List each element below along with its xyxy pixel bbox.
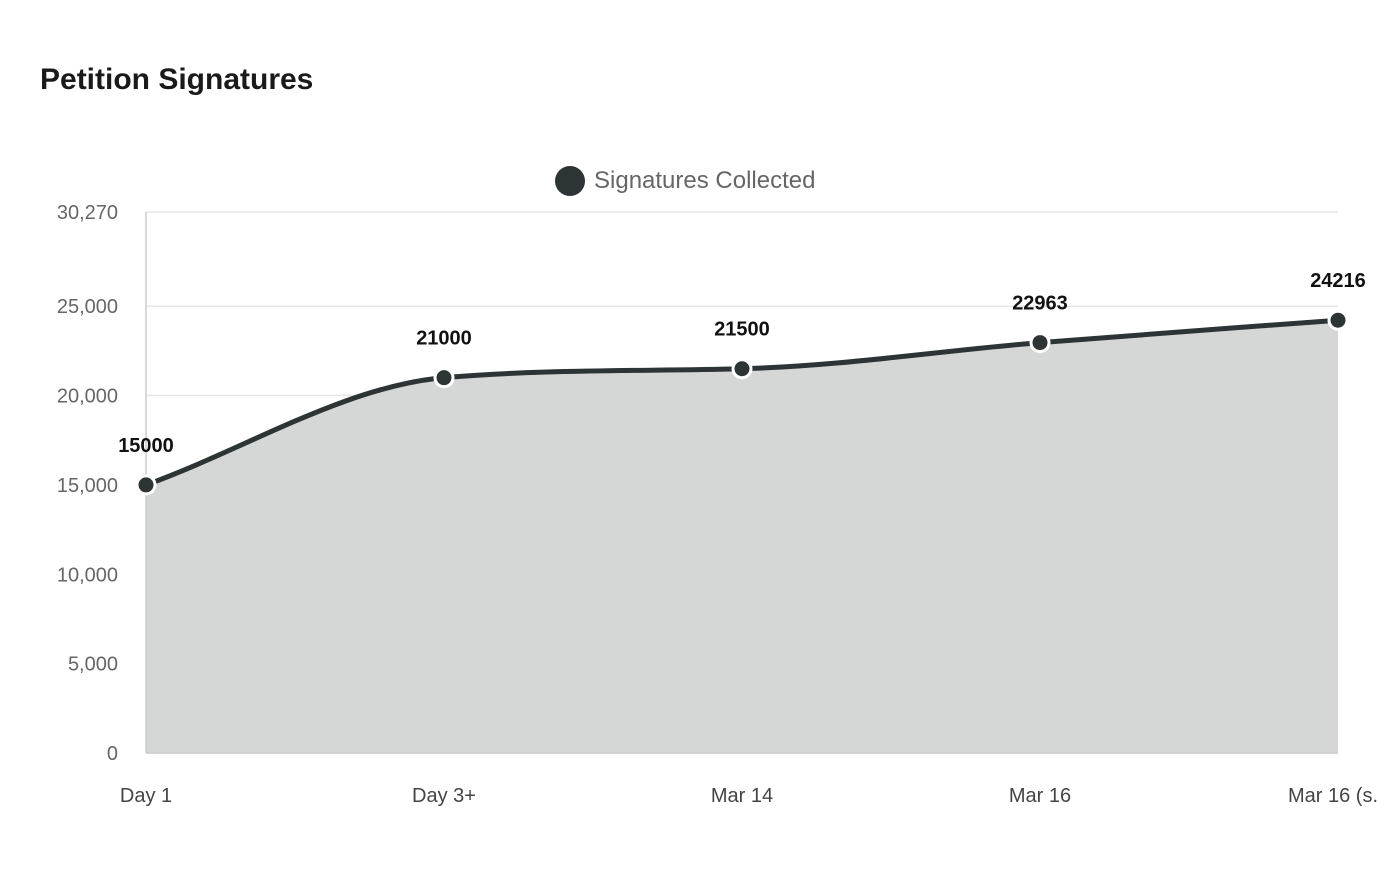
legend-label: Signatures Collected [594,167,815,194]
data-labels: 15000 21000 21500 22963 24216 [118,270,1366,457]
legend[interactable]: Signatures Collected [555,166,815,196]
y-tick-label: 30,270 [57,202,118,224]
y-tick-label: 5,000 [68,654,118,676]
data-label: 24216 [1310,270,1366,292]
data-point [433,367,455,389]
y-tick-label: 25,000 [57,296,118,318]
y-tick-label: 0 [107,743,118,765]
y-axis-ticks: 0 5,000 10,000 15,000 20,000 25,000 30,270 [57,202,118,765]
data-point [1029,332,1051,354]
area-fill-group [146,320,1338,753]
data-label: 15000 [118,435,174,457]
x-tick-label: Mar 16 (s. [1288,785,1378,807]
chart-title: Petition Signatures [40,63,314,96]
data-label: 21500 [714,319,770,341]
x-tick-label: Mar 16 [1009,785,1071,807]
x-tick-label: Day 1 [120,785,172,807]
data-points [135,309,1349,496]
data-point [731,358,753,380]
y-tick-label: 10,000 [57,564,118,586]
x-axis-ticks: Day 1 Day 3+ Mar 14 Mar 16 Mar 16 (s. [120,785,1378,807]
data-point [135,474,157,496]
y-tick-label: 15,000 [57,475,118,497]
legend-marker-icon [555,166,585,196]
data-point [1327,309,1349,331]
data-label: 21000 [416,328,472,350]
x-tick-label: Day 3+ [412,785,476,807]
y-tick-label: 20,000 [57,386,118,408]
x-tick-label: Mar 14 [711,785,773,807]
area-fill [146,320,1338,753]
data-label: 22963 [1012,293,1068,315]
